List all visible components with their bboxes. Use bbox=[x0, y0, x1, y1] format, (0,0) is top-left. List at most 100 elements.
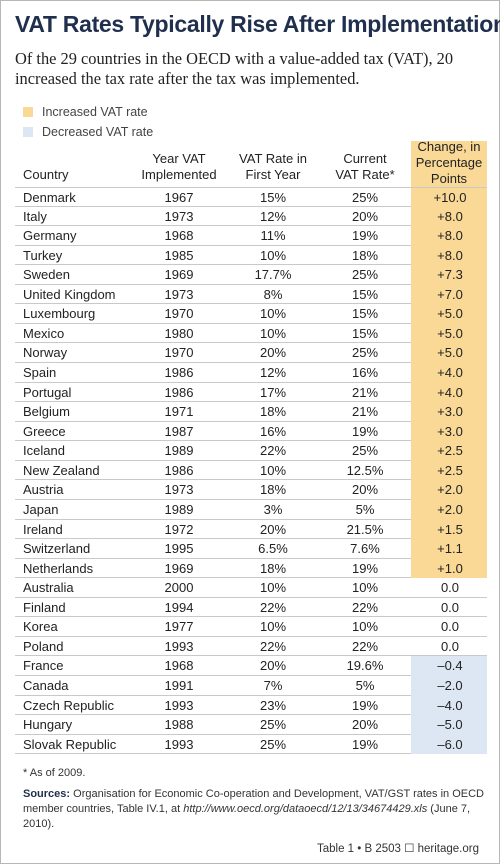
year-cell: 1988 bbox=[164, 717, 194, 733]
first-year-rate-cell: 22% bbox=[259, 599, 287, 615]
legend-increased-swatch bbox=[23, 107, 33, 117]
table-row: New Zealand 1986 10% 12.5% +2.5 bbox=[15, 460, 487, 481]
year-cell: 1968 bbox=[164, 228, 194, 244]
current-rate-cell: 15% bbox=[351, 306, 379, 322]
year-cell: 1991 bbox=[164, 678, 194, 693]
change-cell: +7.3 bbox=[437, 267, 463, 283]
current-rate-cell: 19% bbox=[351, 560, 379, 576]
table-row: Switzerland 1995 6.5% 7.6% +1.1 bbox=[15, 539, 487, 559]
header-change: Change, in Percentage Points bbox=[411, 139, 487, 187]
year-cell: 1969 bbox=[164, 267, 194, 283]
country-cell: Norway bbox=[23, 345, 68, 361]
first-year-rate-cell: 6.5% bbox=[258, 541, 288, 557]
change-highlight bbox=[411, 363, 487, 383]
first-year-rate-cell: 17.7% bbox=[254, 267, 292, 283]
change-highlight bbox=[411, 304, 487, 324]
country-cell: Finland bbox=[23, 599, 66, 615]
current-rate-cell: 20% bbox=[351, 208, 379, 224]
current-rate-cell: 5% bbox=[355, 678, 375, 693]
change-cell: 0.0 bbox=[440, 580, 460, 596]
country-cell: Turkey bbox=[23, 247, 63, 263]
change-header-background bbox=[411, 141, 487, 188]
country-cell: Ireland bbox=[23, 521, 63, 537]
header-current-rate: Current VAT Rate* bbox=[315, 151, 415, 183]
header-country: Country bbox=[23, 167, 69, 182]
year-cell: 1993 bbox=[164, 697, 194, 713]
year-cell: 1987 bbox=[164, 423, 194, 439]
current-rate-cell: 5% bbox=[355, 501, 375, 517]
first-year-rate-cell: 10% bbox=[259, 325, 287, 341]
change-cell: +1.0 bbox=[437, 560, 463, 576]
country-cell: Luxembourg bbox=[23, 306, 96, 322]
first-year-rate-cell: 25% bbox=[259, 736, 287, 752]
country-cell: Sweden bbox=[23, 267, 70, 283]
table-row: Japan 1989 3% 5% +2.0 bbox=[15, 499, 487, 520]
change-cell: +10.0 bbox=[433, 190, 467, 205]
table-row: Mexico 1980 10% 15% +5.0 bbox=[15, 323, 487, 344]
table-row: Poland 1993 22% 22% 0.0 bbox=[15, 637, 487, 657]
year-cell: 1980 bbox=[164, 325, 194, 341]
change-highlight bbox=[411, 480, 487, 500]
current-rate-cell: 12.5% bbox=[346, 462, 384, 478]
first-year-rate-cell: 11% bbox=[260, 228, 286, 244]
country-cell: Portugal bbox=[23, 384, 72, 400]
table-row: Luxembourg 1970 10% 15% +5.0 bbox=[15, 304, 487, 324]
header-first-line2: First Year bbox=[245, 167, 301, 182]
table-row: Hungary 1988 25% 20% –5.0 bbox=[15, 715, 487, 735]
change-highlight bbox=[411, 265, 487, 285]
country-cell: Belgium bbox=[23, 404, 70, 420]
legend-decreased: Decreased VAT rate bbox=[23, 125, 153, 139]
change-highlight bbox=[411, 656, 487, 676]
year-cell: 1967 bbox=[164, 190, 194, 205]
change-cell: +2.5 bbox=[437, 462, 463, 478]
header-change-line2: Percentage bbox=[415, 155, 483, 170]
year-cell: 1970 bbox=[164, 306, 194, 322]
current-rate-cell: 21.5% bbox=[346, 521, 384, 537]
first-year-rate-cell: 15% bbox=[259, 190, 287, 205]
change-cell: +4.0 bbox=[437, 384, 463, 400]
country-cell: Austria bbox=[23, 482, 64, 498]
first-year-rate-cell: 18% bbox=[259, 482, 287, 498]
change-cell: +5.0 bbox=[437, 306, 463, 322]
year-cell: 1971 bbox=[164, 404, 194, 420]
year-cell: 1986 bbox=[164, 384, 194, 400]
year-cell: 1985 bbox=[164, 247, 194, 263]
sources-date: (June 7, 2010). bbox=[23, 803, 471, 830]
change-cell: 0.0 bbox=[440, 599, 460, 615]
credit-line: Table 1 • B 2503 ☐ heritage.org bbox=[316, 843, 479, 855]
current-rate-cell: 19% bbox=[351, 423, 379, 439]
change-cell: +3.0 bbox=[437, 423, 463, 439]
change-highlight bbox=[411, 226, 487, 246]
year-cell: 1977 bbox=[164, 619, 194, 635]
country-cell: Canada bbox=[23, 678, 69, 693]
change-cell: +7.0 bbox=[437, 286, 463, 302]
year-cell: 1969 bbox=[164, 560, 194, 576]
change-highlight bbox=[411, 206, 487, 227]
header-year-line1: Year VAT bbox=[152, 151, 206, 166]
table-row: Ireland 1972 20% 21.5% +1.5 bbox=[15, 519, 487, 540]
year-cell: 1993 bbox=[164, 736, 194, 752]
first-year-rate-cell: 3% bbox=[263, 501, 283, 517]
table-row: Austria 1973 18% 20% +2.0 bbox=[15, 480, 487, 500]
current-rate-cell: 19% bbox=[351, 736, 379, 752]
table-row: Portugal 1986 17% 21% +4.0 bbox=[15, 382, 487, 403]
first-year-rate-cell: 10% bbox=[259, 619, 287, 635]
country-cell: United Kingdom bbox=[23, 286, 116, 302]
legend-decreased-label: Decreased VAT rate bbox=[42, 125, 154, 139]
first-year-rate-cell: 8% bbox=[263, 286, 283, 302]
first-year-rate-cell: 20% bbox=[259, 658, 287, 674]
change-highlight bbox=[411, 245, 487, 266]
header-year: Year VAT Implemented bbox=[129, 151, 229, 183]
current-rate-cell: 25% bbox=[351, 443, 379, 459]
sources-url: http://www.oecd.org/dataoecd/12/13/34674… bbox=[183, 803, 428, 815]
change-highlight bbox=[411, 734, 487, 755]
change-cell: 0.0 bbox=[440, 638, 460, 654]
year-cell: 2000 bbox=[164, 580, 194, 596]
table-row: Canada 1991 7% 5% –2.0 bbox=[15, 676, 487, 696]
current-rate-cell: 10% bbox=[351, 619, 379, 635]
change-highlight bbox=[411, 421, 487, 442]
table-row: Australia 2000 10% 10% 0.0 bbox=[15, 578, 487, 598]
country-cell: Switzerland bbox=[23, 541, 91, 557]
current-rate-cell: 15% bbox=[351, 286, 379, 302]
table-row: Netherlands 1969 18% 19% +1.0 bbox=[15, 558, 487, 579]
